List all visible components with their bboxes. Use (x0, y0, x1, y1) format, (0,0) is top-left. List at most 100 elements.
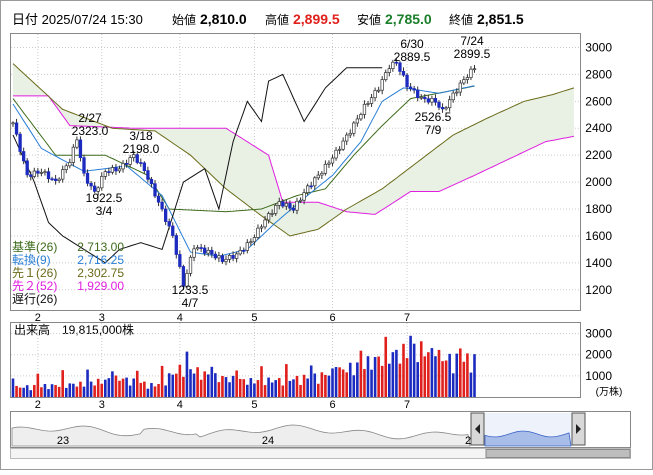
volume-bar (228, 382, 231, 397)
candle (139, 162, 143, 164)
y-tick-label: 1800 (585, 202, 612, 216)
header-open-label: 始値 (172, 12, 196, 27)
volume-bar (160, 365, 164, 397)
chevron-right-icon (576, 424, 581, 434)
y-tick-label: 2400 (585, 121, 612, 135)
x-tick-label: 5 (251, 312, 257, 324)
volume-bar (263, 385, 267, 397)
candle (419, 96, 423, 99)
y-tick-label: 2800 (585, 67, 612, 81)
volume-bar (327, 375, 331, 397)
candle (220, 255, 225, 262)
scrollbar[interactable] (10, 448, 631, 459)
candle (146, 170, 150, 180)
volume-x-tick-label: 2 (35, 399, 41, 411)
header-date: 日付 2025/07/24 15:30 (12, 12, 143, 27)
volume-bar (434, 356, 437, 397)
volume-x-tick-label: 6 (329, 399, 335, 411)
legend-value: 2,302.75 (77, 266, 124, 280)
candle (472, 68, 477, 71)
volume-bar (320, 372, 324, 397)
candle (128, 157, 132, 165)
kijun-line (12, 85, 475, 213)
volume-title: 出来高 19,815,000株 (14, 322, 134, 337)
annotation-label: 6/30 (400, 37, 424, 51)
candle (92, 185, 97, 192)
annotation-label: 1233.5 (172, 283, 209, 297)
volume-bar (253, 383, 256, 397)
navigator-right-handle[interactable] (571, 412, 586, 446)
volume-bar (281, 385, 285, 397)
volume-bar (331, 368, 334, 397)
annotation-label: 2889.5 (394, 50, 431, 64)
volume-bar (246, 384, 249, 397)
navigator-selected-area (484, 430, 572, 447)
volume-bar (132, 378, 135, 397)
volume-y-tick-label: 3000 (585, 327, 612, 341)
candle (96, 187, 100, 192)
candle (252, 237, 257, 243)
volume-bar (189, 369, 192, 397)
volume-bar (412, 343, 416, 397)
candle (100, 176, 104, 189)
volume-bar (338, 367, 341, 397)
volume-bar (157, 383, 160, 397)
annotation-label: 2323.0 (72, 124, 109, 138)
candle (114, 167, 118, 172)
candle (36, 170, 40, 174)
volume-bar (444, 360, 448, 397)
volume-bar (128, 385, 132, 397)
candle (465, 77, 470, 80)
volume-bar (448, 353, 451, 397)
scrollbar-thumb[interactable] (485, 449, 631, 458)
candle (391, 61, 395, 69)
volume-bar (15, 385, 18, 397)
candle (330, 157, 335, 164)
volume-bar (114, 375, 118, 397)
candle (178, 254, 182, 267)
candle (142, 162, 147, 171)
volume-bar (210, 366, 214, 397)
candle (210, 249, 214, 255)
candle (373, 90, 377, 99)
volume-bar (366, 356, 370, 397)
volume-x-tick-label: 5 (251, 399, 257, 411)
candle (61, 169, 65, 180)
volume-bar (256, 380, 260, 397)
x-tick-label: 7 (404, 312, 410, 324)
candle (298, 199, 303, 202)
volume-bar (299, 384, 302, 397)
candle (135, 154, 139, 163)
volume-bar (395, 349, 398, 397)
header-close-value: 2,851.5 (477, 11, 524, 27)
volume-bar (409, 335, 412, 397)
candle (231, 255, 235, 259)
annotation-label: 2/27 (78, 111, 102, 125)
candle (259, 226, 264, 229)
candle (341, 140, 345, 150)
navigator-left-handle[interactable] (470, 412, 485, 446)
candle (14, 122, 19, 135)
volume-bar (309, 365, 313, 397)
y-tick-label: 2200 (585, 148, 612, 162)
volume-bar (121, 378, 125, 397)
legend: 基準(26) 2,713.00 転換(9) 2,716.25 先１(26) 2,302.7… (12, 239, 124, 306)
cloud-fill (13, 63, 574, 236)
candle (387, 68, 391, 73)
volume-bar (388, 363, 391, 397)
candle (171, 225, 175, 236)
volume-bar (214, 373, 217, 397)
candle (277, 201, 281, 206)
volume-bar (427, 352, 430, 397)
legend-label: 先２(52) (12, 279, 57, 293)
volume-bar (104, 379, 107, 397)
volume-bar (473, 354, 476, 397)
candle (29, 174, 33, 177)
candle (362, 103, 367, 115)
volume-bar (29, 390, 33, 397)
chevron-left-icon (475, 424, 480, 434)
candle (121, 163, 125, 170)
volume-y-tick-label: 1000 (585, 369, 612, 383)
candle (43, 171, 47, 174)
volume-bar (317, 383, 320, 397)
